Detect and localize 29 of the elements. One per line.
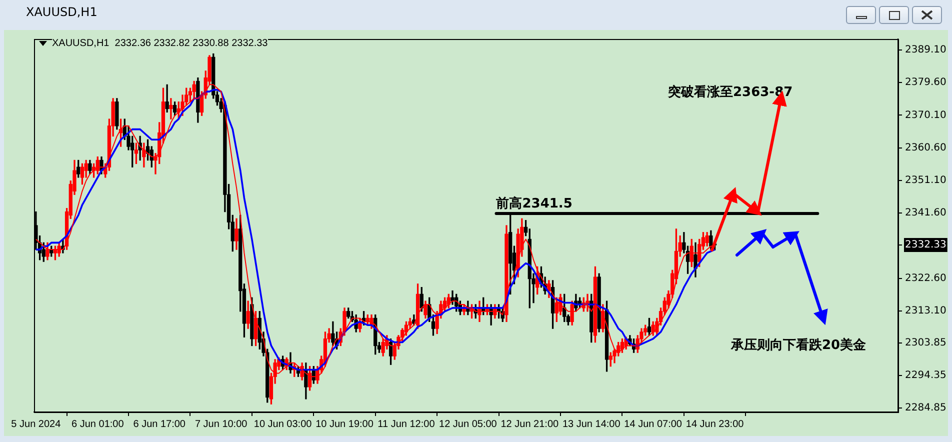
x-tick-label: 14 Jun 07:00 — [624, 418, 682, 430]
y-tick-label: 2284.85 — [905, 402, 946, 414]
y-tick-label: 2389.10 — [905, 44, 946, 56]
annotation: 突破看涨至2363-87 — [668, 84, 793, 101]
x-tick-label: 12 Jun 21:00 — [500, 418, 559, 430]
x-tick-label: 13 Jun 14:00 — [562, 418, 621, 430]
text: 承压则向下看跌20美金 — [731, 336, 866, 354]
x-tick-label: 14 Jun 23:00 — [686, 418, 744, 430]
x-tick-label: 6 Jun 01:00 — [72, 418, 124, 430]
x-tick-label: 6 Jun 17:00 — [133, 418, 186, 430]
chart-title: XAUUSD,H1 — [26, 5, 98, 19]
x-tick-label: 7 Jun 10:00 — [194, 418, 248, 430]
y-tick-label: 2313.10 — [905, 306, 946, 317]
x-tick-label: 12 Jun 05:00 — [439, 418, 498, 430]
y-tick-label: 2341.60 — [905, 208, 946, 219]
y-tick-label: 2294.35 — [905, 370, 946, 382]
y-tick-label: 2370.10 — [905, 110, 946, 121]
y-tick-label: 2379.60 — [905, 77, 946, 88]
x-tick-label: 10 Jun 03:00 — [254, 418, 312, 430]
ref-line-label: 前高2341.5 — [495, 195, 572, 212]
y-tick-label: 2332.33 — [905, 240, 946, 251]
y-tick-label: 2322.60 — [905, 272, 946, 284]
x-tick-label: 5 Jun 2024 — [11, 418, 62, 430]
y-tick-label: 2360.60 — [905, 142, 946, 154]
y-tick-label: 2351.10 — [905, 175, 946, 186]
y-tick-label: 2303.85 — [905, 337, 946, 348]
chart-subtitle: XAUUSD,H1 2332.36 2332.82 2330.88 2332.33 — [52, 38, 268, 49]
x-tick-label: 10 Jun 19:00 — [316, 418, 374, 430]
x-tick-label: 11 Jun 12:00 — [378, 418, 436, 430]
